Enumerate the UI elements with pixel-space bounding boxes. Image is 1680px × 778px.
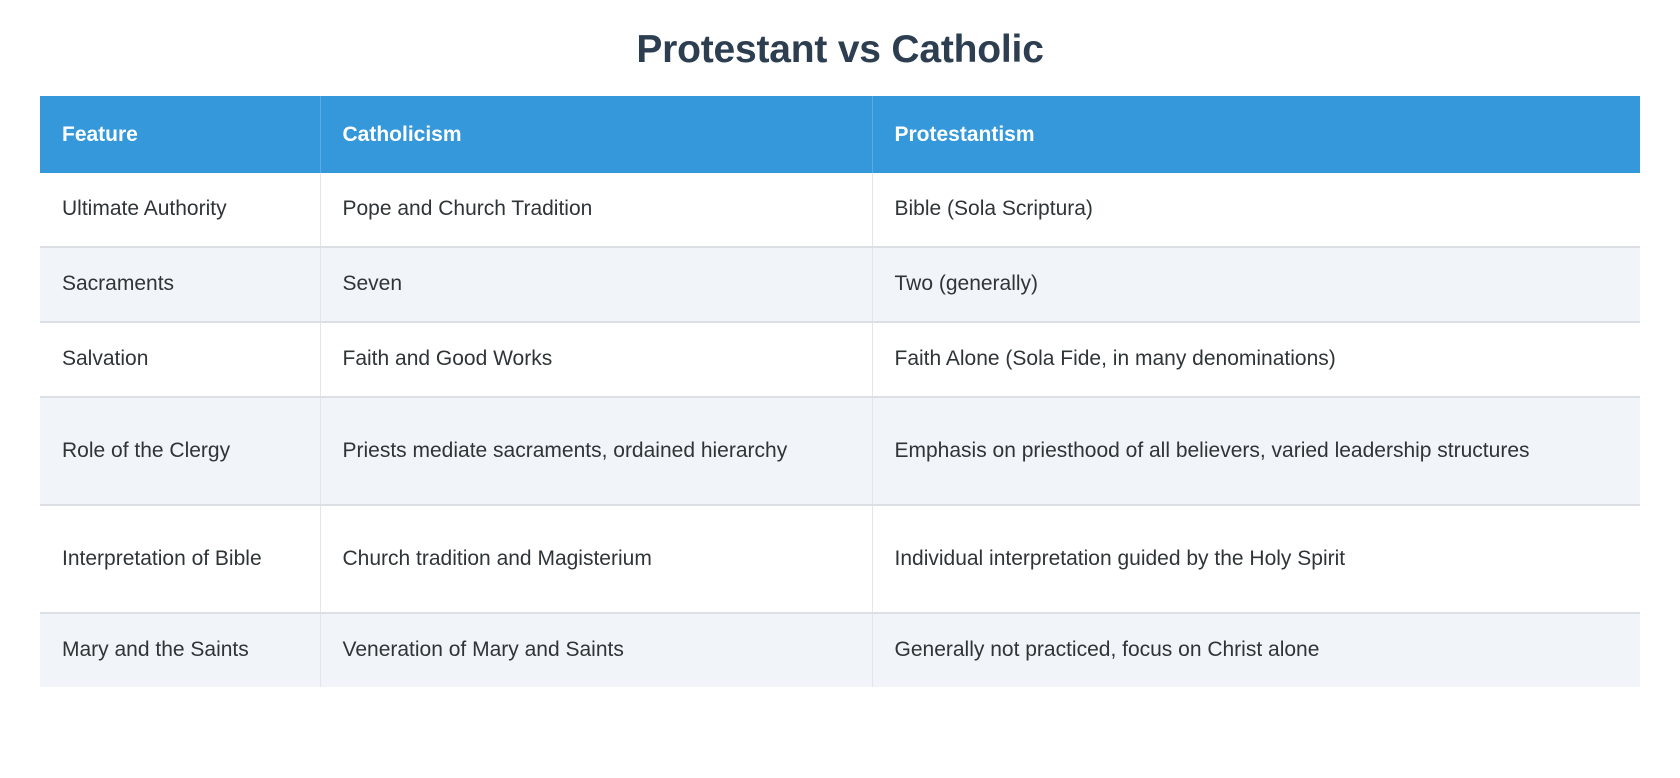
cell-protestantism: Generally not practiced, focus on Christ… bbox=[872, 613, 1640, 688]
cell-protestantism: Faith Alone (Sola Fide, in many denomina… bbox=[872, 322, 1640, 399]
table-row: Salvation Faith and Good Works Faith Alo… bbox=[40, 322, 1640, 399]
table-row: Interpretation of Bible Church tradition… bbox=[40, 505, 1640, 615]
table-row: Sacraments Seven Two (generally) bbox=[40, 247, 1640, 324]
cell-catholicism: Veneration of Mary and Saints bbox=[320, 613, 873, 688]
table-row: Role of the Clergy Priests mediate sacra… bbox=[40, 397, 1640, 507]
table-header-row: Feature Catholicism Protestantism bbox=[40, 95, 1640, 174]
cell-feature: Interpretation of Bible bbox=[40, 505, 321, 615]
cell-protestantism: Individual interpretation guided by the … bbox=[872, 505, 1640, 615]
cell-protestantism: Two (generally) bbox=[872, 247, 1640, 324]
comparison-table: Feature Catholicism Protestantism Ultima… bbox=[40, 95, 1640, 688]
cell-catholicism: Pope and Church Tradition bbox=[320, 173, 873, 249]
cell-feature: Salvation bbox=[40, 322, 321, 399]
cell-catholicism: Faith and Good Works bbox=[320, 322, 873, 399]
cell-feature: Sacraments bbox=[40, 247, 321, 324]
comparison-table-container: Feature Catholicism Protestantism Ultima… bbox=[40, 95, 1640, 688]
table-row: Ultimate Authority Pope and Church Tradi… bbox=[40, 173, 1640, 249]
cell-protestantism: Bible (Sola Scriptura) bbox=[872, 173, 1640, 249]
table-body: Ultimate Authority Pope and Church Tradi… bbox=[40, 173, 1640, 688]
cell-feature: Role of the Clergy bbox=[40, 397, 321, 507]
table-row: Mary and the Saints Veneration of Mary a… bbox=[40, 613, 1640, 688]
table-header: Feature Catholicism Protestantism bbox=[40, 95, 1640, 174]
column-header-feature: Feature bbox=[40, 95, 321, 174]
cell-feature: Mary and the Saints bbox=[40, 613, 321, 688]
cell-catholicism: Seven bbox=[320, 247, 873, 324]
cell-feature: Ultimate Authority bbox=[40, 173, 321, 249]
cell-protestantism: Emphasis on priesthood of all believers,… bbox=[872, 397, 1640, 507]
cell-catholicism: Church tradition and Magisterium bbox=[320, 505, 873, 615]
column-header-catholicism: Catholicism bbox=[320, 95, 873, 174]
column-header-protestantism: Protestantism bbox=[872, 95, 1640, 174]
page-title: Protestant vs Catholic bbox=[636, 28, 1044, 71]
cell-catholicism: Priests mediate sacraments, ordained hie… bbox=[320, 397, 873, 507]
